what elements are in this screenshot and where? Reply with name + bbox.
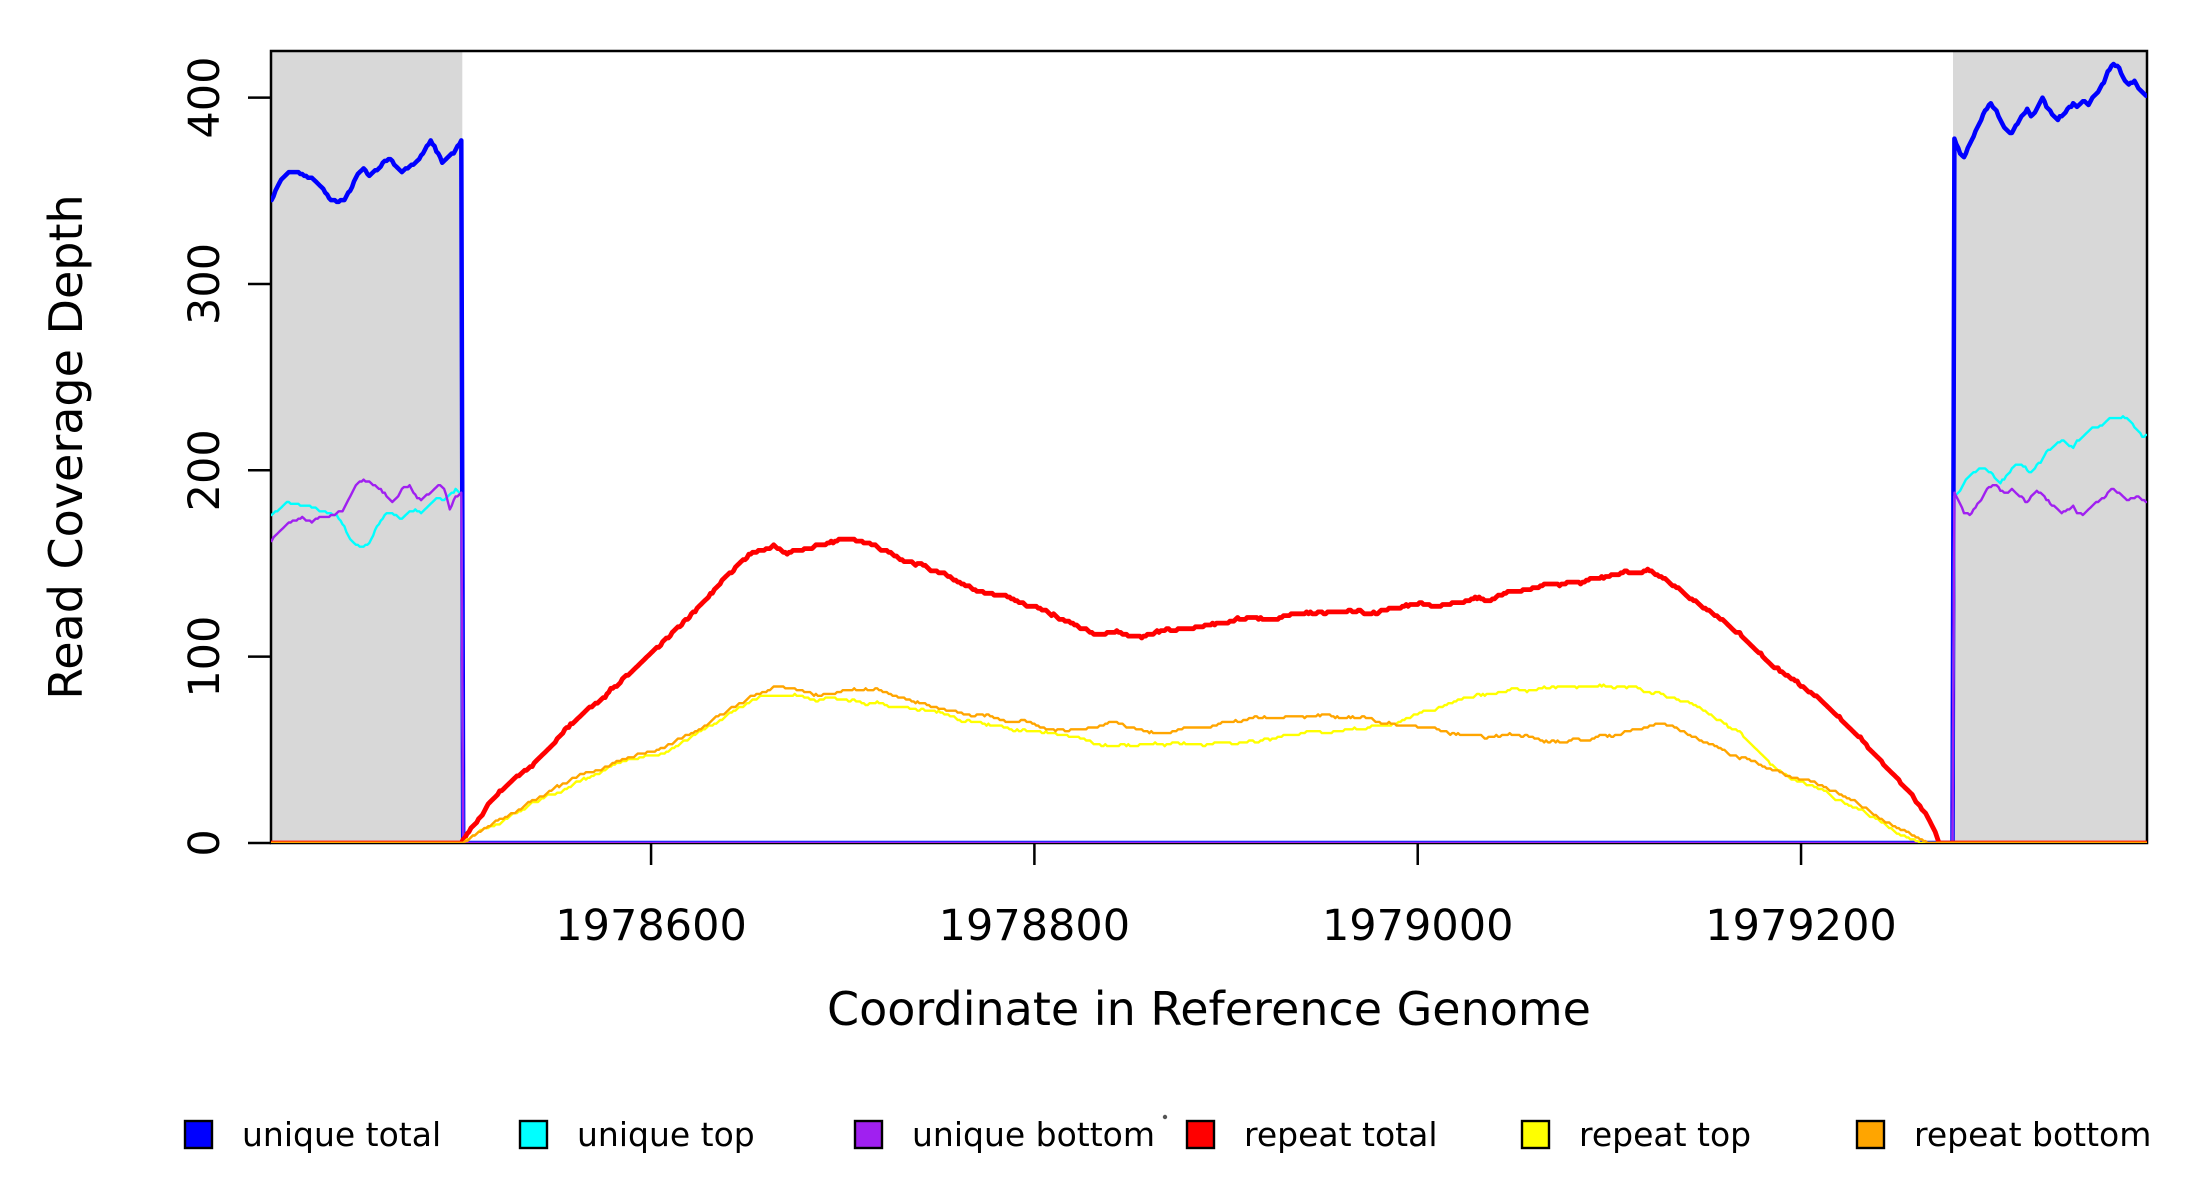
legend-item: unique bottom	[853, 1115, 1155, 1154]
series-line-unique-total	[271, 61, 2147, 843]
y-axis-title: Read Coverage Depth	[39, 194, 93, 699]
legend-label: repeat top	[1579, 1115, 1751, 1154]
legend-item: unique top	[518, 1115, 755, 1154]
y-tick-label: 400	[180, 57, 230, 139]
axis-ticks	[248, 96, 1803, 865]
legend-swatch-unique-bottom	[853, 1119, 884, 1150]
series-layer	[271, 61, 2147, 843]
y-tick-label: 200	[180, 429, 230, 511]
legend-swatch-unique-total	[183, 1119, 214, 1150]
x-tick-label: 1979000	[1322, 901, 1514, 951]
series-line-repeat-top	[271, 683, 2147, 843]
legend-swatch-unique-top	[518, 1119, 549, 1150]
legend-item: unique total	[183, 1115, 441, 1154]
x-tick-label: 1979200	[1705, 901, 1897, 951]
series-line-unique-top	[271, 415, 2147, 843]
legend-item: repeat bottom	[1855, 1115, 2151, 1154]
y-axis: 0 100 200 300 400	[180, 57, 230, 857]
series-line-repeat-total	[271, 536, 2147, 843]
series-line-repeat-bottom	[271, 685, 2147, 843]
legend-label: unique top	[577, 1115, 755, 1154]
x-tick-label: 1978600	[555, 901, 747, 951]
stray-dot	[1162, 1114, 1168, 1120]
y-tick-label: 100	[180, 616, 230, 698]
legend-swatch-repeat-total	[1185, 1119, 1216, 1150]
shaded-region-left	[271, 51, 463, 843]
legend-swatch-repeat-bottom	[1855, 1119, 1886, 1150]
legend-item: repeat top	[1520, 1115, 1751, 1154]
y-tick-label: 0	[180, 829, 230, 856]
x-axis: 1978600 1978800 1979000 1979200	[555, 901, 1896, 951]
legend-label: repeat bottom	[1914, 1115, 2151, 1154]
legend-label: unique total	[242, 1115, 441, 1154]
x-tick-label: 1978800	[939, 901, 1131, 951]
shaded-region-right	[1953, 51, 2147, 843]
plot-box	[269, 49, 2149, 845]
shaded-regions	[271, 51, 2147, 843]
y-tick-label: 300	[180, 243, 230, 325]
x-axis-title: Coordinate in Reference Genome	[827, 982, 1591, 1036]
legend: unique total unique top unique bottom re…	[183, 1115, 2151, 1154]
legend-label: unique bottom	[912, 1115, 1155, 1154]
legend-item: repeat total	[1185, 1115, 1438, 1154]
legend-swatch-repeat-top	[1520, 1119, 1551, 1150]
legend-label: repeat total	[1244, 1115, 1438, 1154]
